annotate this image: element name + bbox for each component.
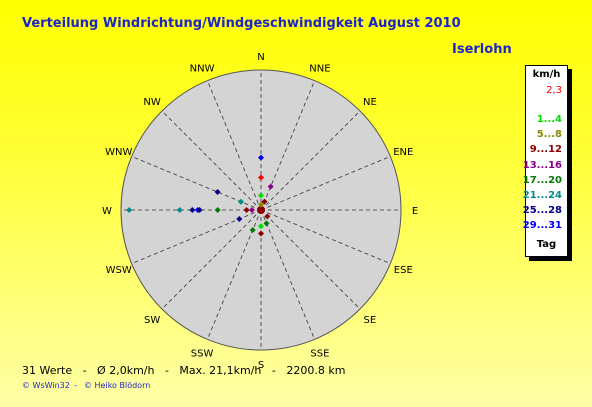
data-point	[258, 174, 264, 181]
direction-label: NE	[363, 97, 377, 108]
direction-label: SW	[144, 315, 160, 326]
legend-range: 9...12	[529, 144, 562, 156]
direction-label: N	[257, 52, 264, 63]
data-point	[176, 207, 183, 213]
data-point	[214, 207, 221, 213]
direction-label: ENE	[393, 147, 413, 158]
legend-range: 5...8	[536, 129, 562, 141]
speed-legend: km/h 2,3 1...4 5...8 9...12 13...16 17...20 21…	[522, 65, 568, 257]
direction-label: SSE	[310, 348, 329, 359]
legend-footer: Tag	[536, 239, 557, 250]
data-point	[258, 201, 264, 208]
data-point	[248, 207, 255, 213]
summary-line: 31 Werte - Ø 2,0km/h - Max. 21,1km/h - 2…	[22, 364, 346, 377]
data-point	[236, 215, 243, 222]
data-point	[126, 207, 133, 213]
location-label: Iserlohn	[452, 42, 512, 57]
data-point	[267, 183, 274, 190]
data-point	[249, 227, 256, 234]
chart-title: Verteilung Windrichtung/Windgeschwindigk…	[22, 16, 461, 31]
direction-spoke	[161, 110, 262, 211]
legend-calm: 2,3	[546, 85, 562, 96]
direction-label: NNW	[190, 64, 215, 75]
author-credit: © Heiko Blödorn	[84, 381, 151, 390]
calm-marker	[257, 206, 265, 214]
legend-range: 13...16	[522, 159, 562, 171]
data-point	[214, 189, 221, 196]
direction-spoke	[260, 209, 391, 264]
data-point	[258, 192, 264, 199]
direction-spoke	[260, 110, 361, 211]
direction-spoke	[260, 209, 315, 340]
direction-label: NNE	[309, 64, 330, 75]
legend-range: 21...24	[522, 190, 562, 201]
data-point	[263, 220, 270, 227]
direction-label: ESE	[394, 265, 413, 276]
direction-label: WSW	[106, 265, 132, 276]
data-point	[258, 230, 264, 237]
direction-label: E	[412, 206, 418, 217]
legend-range: 25...28	[522, 205, 562, 217]
data-point	[258, 223, 264, 230]
data-point	[196, 207, 203, 213]
data-point	[258, 154, 264, 161]
legend-unit: km/h	[532, 69, 561, 80]
legend-range: 29...31	[522, 220, 562, 232]
data-point	[189, 207, 196, 213]
data-point	[237, 198, 244, 205]
direction-spoke	[207, 80, 262, 211]
legend-range: 17...20	[522, 174, 562, 186]
direction-spoke	[260, 209, 361, 310]
legend-range: 1...4	[536, 114, 562, 125]
data-point	[261, 198, 268, 205]
data-point	[243, 207, 250, 213]
data-point	[264, 213, 271, 220]
direction-label: WNW	[105, 147, 132, 158]
direction-label: S	[258, 360, 264, 371]
direction-label: W	[102, 206, 112, 217]
direction-label: NW	[143, 97, 160, 108]
direction-spoke	[161, 209, 262, 310]
software-credit: © WsWin32	[22, 381, 70, 390]
direction-label: SSW	[191, 348, 214, 359]
direction-spoke	[260, 156, 391, 211]
direction-label: SE	[364, 315, 377, 326]
credit-separator: -	[74, 381, 77, 390]
